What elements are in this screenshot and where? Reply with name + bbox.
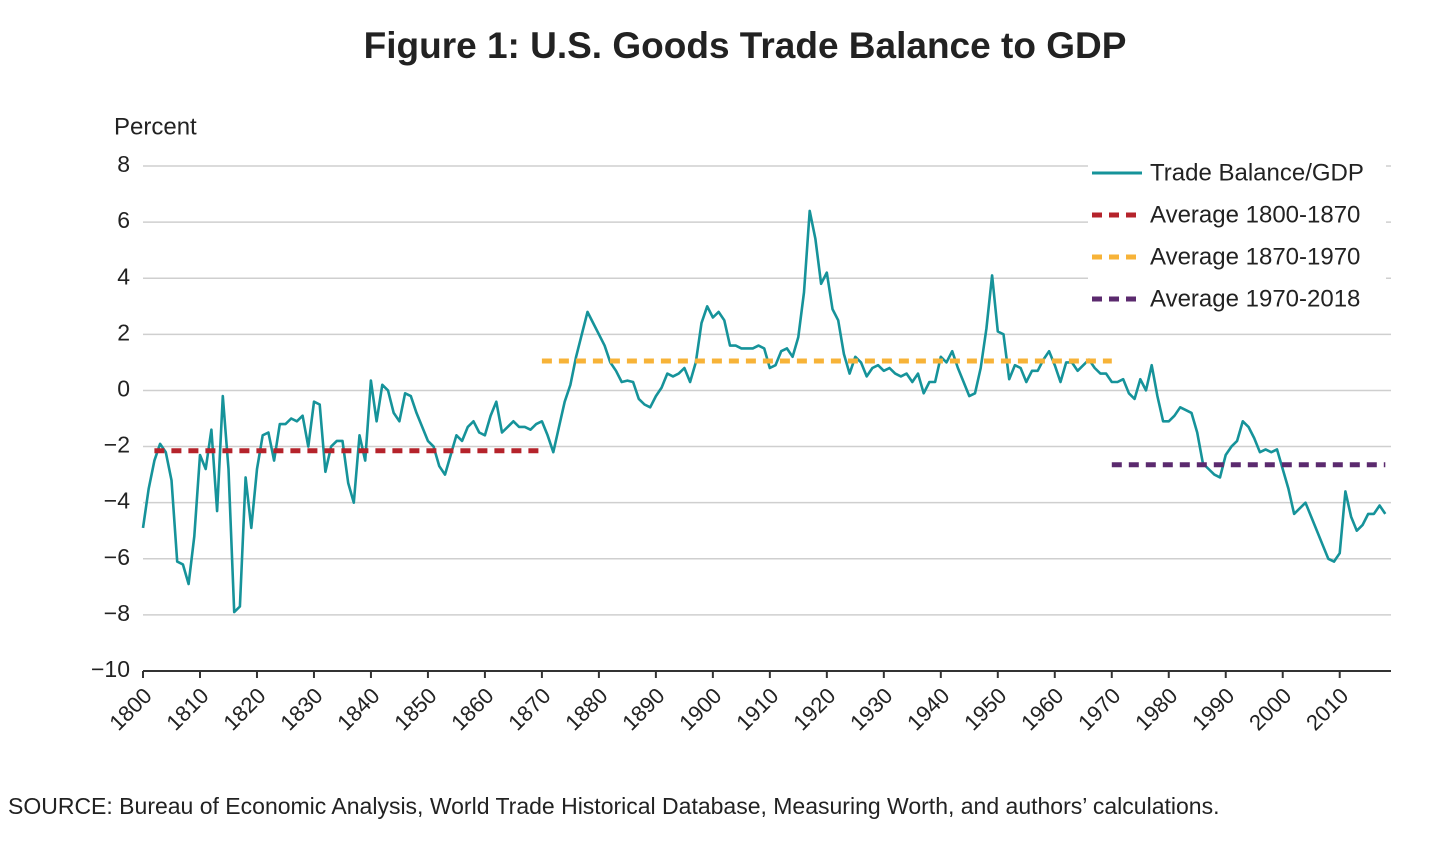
x-tick-label: 1970 — [1073, 683, 1125, 735]
x-tick-label: 1980 — [1130, 683, 1182, 735]
legend-label: Average 1800-1870 — [1150, 201, 1360, 228]
y-tick-label: −6 — [104, 544, 130, 570]
source-note: SOURCE: Bureau of Economic Analysis, Wor… — [8, 793, 1219, 819]
y-tick-label: 8 — [117, 151, 130, 177]
data-line — [141, 209, 1387, 614]
x-tick-label: 1870 — [503, 683, 555, 735]
y-tick-label: 0 — [117, 376, 130, 402]
y-tick-label: −8 — [104, 600, 130, 626]
x-tick-label: 1830 — [275, 683, 327, 735]
x-tick-label: 1900 — [674, 683, 726, 735]
x-tick-label: 1950 — [959, 683, 1011, 735]
x-tick-label: 1910 — [731, 683, 783, 735]
x-tick-label: 1930 — [845, 683, 897, 735]
y-tick-label: 6 — [117, 207, 130, 233]
x-tick-label: 1920 — [788, 683, 840, 735]
y-axis-label: Percent — [114, 113, 197, 140]
y-tick-label: 4 — [117, 263, 130, 289]
x-tick-label: 1890 — [617, 683, 669, 735]
legend-label: Average 1870-1970 — [1150, 243, 1360, 270]
y-tick-label: 2 — [117, 319, 130, 345]
x-tick-label: 1860 — [446, 683, 498, 735]
x-tick-label: 2010 — [1301, 683, 1353, 735]
x-tick-label: 1940 — [902, 683, 954, 735]
chart-title: Figure 1: U.S. Goods Trade Balance to GD… — [364, 25, 1127, 66]
y-tick-label: −10 — [91, 656, 130, 682]
x-tick-label: 1820 — [218, 683, 270, 735]
x-tick-label: 1990 — [1187, 683, 1239, 735]
x-tick-label: 1800 — [104, 683, 156, 735]
x-tick-label: 1880 — [560, 683, 612, 735]
x-tick-label: 1810 — [161, 683, 213, 735]
legend-box — [1088, 160, 1386, 320]
y-tick-label: −4 — [104, 488, 130, 514]
x-tick-label: 1840 — [332, 683, 384, 735]
legend-label: Average 1970-2018 — [1150, 285, 1360, 312]
x-tick-label: 1850 — [389, 683, 441, 735]
y-tick-label: −2 — [104, 432, 130, 458]
x-tick-label: 1960 — [1016, 683, 1068, 735]
x-tick-label: 2000 — [1244, 683, 1296, 735]
legend-label: Trade Balance/GDP — [1150, 159, 1364, 186]
